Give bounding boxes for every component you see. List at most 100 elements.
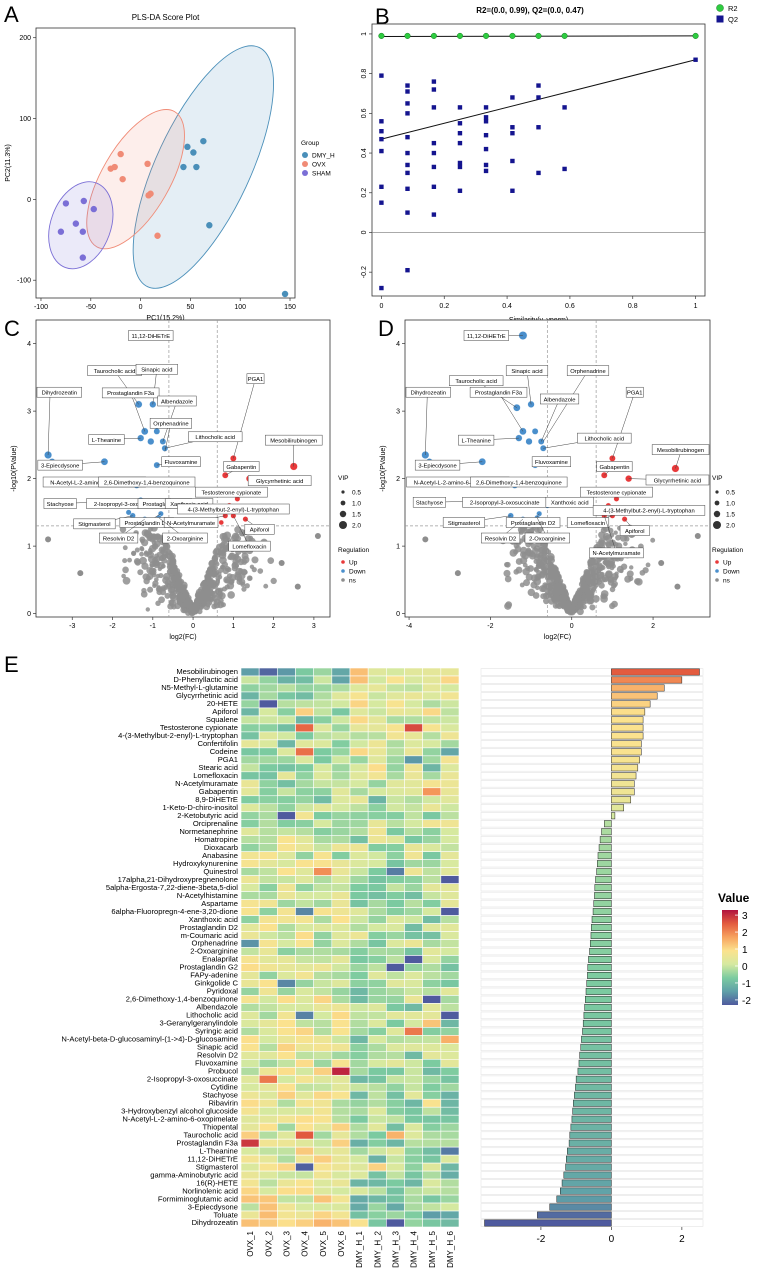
heatmap-cell: [313, 707, 333, 717]
label-box: [596, 461, 633, 472]
metabolite-label: Orphenadrine: [153, 422, 188, 428]
ns-point: [229, 574, 237, 582]
q2-point: [562, 166, 567, 172]
heatmap-cell: [313, 1003, 333, 1012]
regulation-legend-swatch: [341, 578, 345, 582]
heatmap-cell: [367, 1090, 387, 1100]
heatmap-cell: [295, 1202, 314, 1212]
heatmap-cell: [440, 827, 460, 837]
heatmap-cell: [295, 1074, 314, 1084]
ns-point: [535, 563, 542, 570]
metabolite-row-label: Ginkgolide C: [195, 979, 239, 988]
heatmap-cell: [404, 739, 423, 749]
heatmap-cell: [295, 1027, 314, 1036]
heatmap-cell: [277, 1186, 296, 1196]
score-point-dmy_h: [190, 149, 197, 156]
heatmap-cell: [367, 859, 387, 868]
bar-row-guide: [480, 804, 704, 812]
heatmap-cell: [386, 979, 405, 988]
fold-change-bar: [598, 844, 612, 852]
heatmap-cell: [240, 667, 260, 677]
q2-point: [510, 188, 515, 193]
heatmap-cell: [440, 1106, 460, 1116]
heatmap-cell: [386, 859, 405, 868]
metabolite-label: Prostaglandin G2: [142, 502, 187, 508]
down-point: [125, 509, 132, 516]
heatmap-cell: [422, 1218, 442, 1228]
heatmap-cell: [367, 915, 387, 924]
heatmap-cell: [240, 731, 260, 741]
heatmap-cell: [313, 843, 333, 852]
ns-point: [214, 561, 220, 567]
heatmap-cell: [440, 683, 460, 693]
ns-point: [611, 600, 618, 608]
heatmap-cell: [240, 1106, 260, 1116]
y-axis-label: -log10(PValue): [11, 445, 18, 491]
heatmap-cell: [367, 835, 387, 844]
legend-label: SHAM: [312, 171, 331, 178]
heatmap-cell: [277, 859, 296, 868]
heatmap-cell: [258, 1051, 278, 1060]
heatmap-cell: [349, 859, 369, 868]
heatmap-cell: [440, 803, 460, 813]
ns-point: [600, 565, 606, 571]
sample-column-label: OVX_6: [337, 1230, 346, 1256]
heatmap-cell: [367, 1019, 387, 1028]
heatmap-cell: [404, 1066, 423, 1076]
heatmap-cell: [386, 1011, 405, 1020]
label-leader: [130, 392, 145, 432]
heatmap-cell: [313, 1090, 333, 1100]
bar-row-guide: [480, 740, 704, 748]
metabolite-row-label: Prostaglandin G2: [179, 963, 238, 972]
ns-point: [160, 563, 166, 569]
heatmap-cell: [313, 731, 333, 741]
fold-change-bar: [597, 860, 612, 868]
heatmap-cell: [404, 931, 423, 940]
q2-point: [431, 164, 437, 170]
heatmap-cell: [295, 1122, 314, 1132]
heatmap-cell: [277, 1130, 296, 1140]
legend-swatch-ovx: [302, 161, 308, 167]
heatmap-cell: [349, 1178, 369, 1188]
heatmap-cell: [404, 1098, 423, 1108]
heatmap-cell: [349, 1043, 369, 1052]
heatmap-cell: [277, 1138, 296, 1148]
heatmap-cell: [440, 987, 460, 996]
metabolite-row-label: 4-(3-Methylbut-2-enyl)-L-tryptophan: [118, 731, 238, 740]
fold-change-bar: [484, 1219, 612, 1227]
ns-point: [188, 604, 194, 611]
r2-point: [430, 32, 437, 39]
heatmap-cell: [313, 779, 333, 789]
metabolite-row-label: 6alpha-Fluoropregn-4-ene-3,20-dione: [111, 907, 238, 916]
ns-point: [156, 585, 161, 590]
heatmap-cell: [277, 1162, 296, 1172]
heatmap-cell: [422, 1011, 442, 1020]
bar-row-guide: [480, 748, 704, 756]
ns-point: [159, 589, 167, 596]
legend-label: OVX: [312, 162, 326, 169]
label-leader: [543, 370, 589, 442]
ns-point: [122, 558, 128, 564]
metabolite-label: Stigmasterol: [78, 522, 110, 528]
ns-point: [170, 594, 178, 602]
heatmap-cell: [386, 907, 405, 916]
heatmap-cell: [295, 707, 314, 717]
label-leader: [47, 392, 51, 456]
ns-point: [205, 569, 213, 576]
fold-change-bar: [611, 700, 651, 708]
ns-point: [222, 535, 230, 543]
heatmap-cell: [258, 787, 278, 797]
heatmap-cell: [404, 1011, 423, 1020]
heatmap-cell: [258, 739, 278, 749]
heatmap-cell: [277, 939, 296, 948]
fold-change-bar: [611, 684, 665, 692]
heatmap-cell: [404, 1035, 423, 1044]
fold-change-bar: [611, 788, 635, 796]
heatmap-cell: [313, 811, 333, 821]
heatmap-cell: [277, 995, 296, 1004]
ns-point: [601, 593, 608, 600]
metabolite-row-label: Resolvin D2: [197, 1051, 238, 1060]
heatmap-cell: [240, 899, 260, 908]
fold-change-bar: [589, 940, 612, 947]
heatmap-cell: [386, 947, 405, 956]
